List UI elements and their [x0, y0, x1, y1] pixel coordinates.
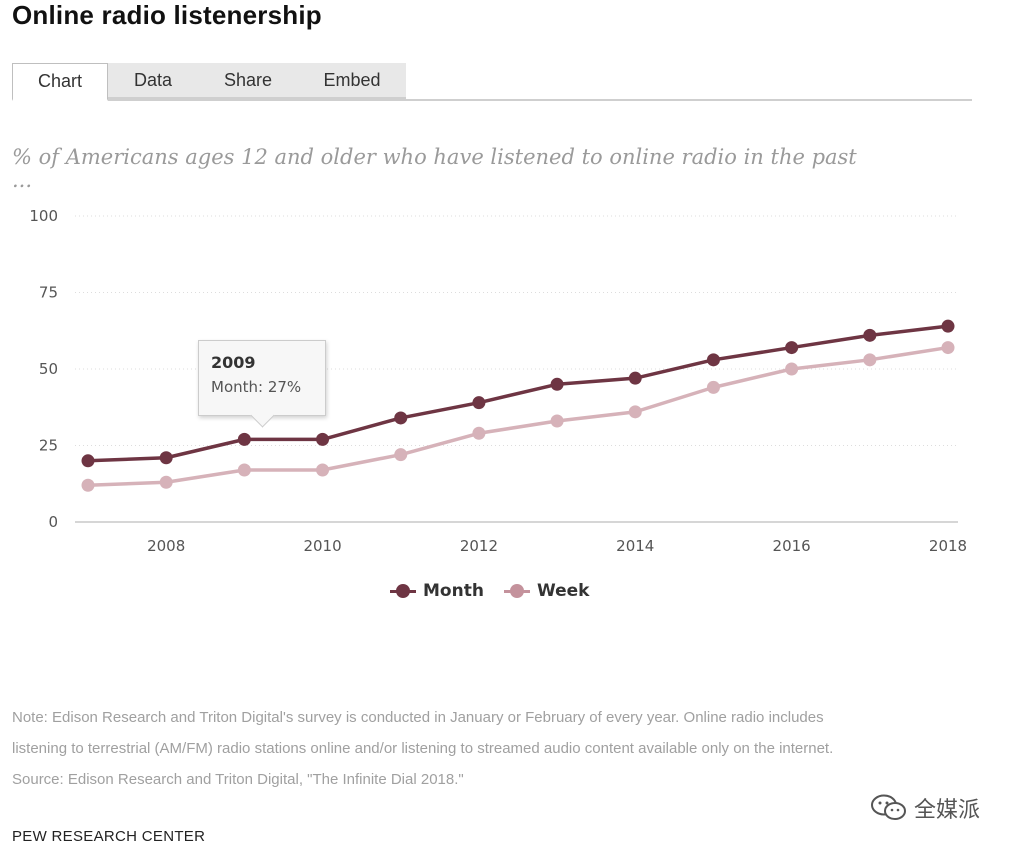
- data-point-week: [863, 353, 877, 367]
- x-tick-label: 2010: [303, 537, 341, 555]
- data-point-month: [628, 371, 642, 385]
- legend-swatch-week: [503, 584, 530, 598]
- tab-embed[interactable]: Embed: [298, 63, 406, 99]
- x-tick-label: 2012: [460, 537, 498, 555]
- footer-credit: PEW RESEARCH CENTER: [12, 828, 206, 845]
- data-point-month: [863, 328, 877, 342]
- data-point-week: [237, 463, 251, 477]
- y-tick-label: 0: [48, 513, 58, 531]
- tooltip-value: Month: 27%: [211, 378, 302, 396]
- data-point-week: [941, 341, 955, 355]
- x-tick-label: 2014: [616, 537, 654, 555]
- x-tick-label: 2008: [147, 537, 185, 555]
- source-line: Source: Edison Research and Triton Digit…: [12, 771, 464, 788]
- data-point-month: [316, 432, 330, 446]
- x-tick-label: 2018: [929, 537, 967, 555]
- data-point-week: [394, 448, 408, 462]
- data-point-month: [472, 396, 486, 410]
- watermark: 全媒派: [870, 792, 980, 824]
- data-point-month: [550, 377, 564, 391]
- data-point-month: [941, 319, 955, 333]
- data-point-week: [706, 380, 720, 394]
- data-point-week: [628, 405, 642, 419]
- x-tick-label: 2016: [773, 537, 811, 555]
- chart-title: Online radio listenership: [12, 0, 322, 30]
- tab-bar: Chart Data Share Embed: [12, 63, 972, 101]
- y-tick-label: 75: [39, 284, 58, 302]
- legend-item-month[interactable]: Month: [390, 581, 484, 601]
- data-point-month: [394, 411, 408, 425]
- chart-subtitle: % of Americans ages 12 and older who hav…: [12, 142, 912, 192]
- tab-bar-divider: [12, 99, 972, 101]
- tooltip-year: 2009: [211, 353, 256, 372]
- tab-share[interactable]: Share: [198, 63, 298, 99]
- y-tick-label: 25: [39, 437, 58, 455]
- data-point-month: [159, 451, 173, 465]
- subtitle-line-2: ...: [12, 168, 33, 192]
- data-point-week: [550, 414, 564, 428]
- chart-tooltip: 2009 Month: 27%: [198, 340, 326, 428]
- data-point-week: [316, 463, 330, 477]
- legend-dot-month: [396, 584, 410, 598]
- data-point-month: [81, 454, 95, 468]
- y-tick-label: 50: [39, 360, 58, 378]
- data-point-month: [785, 341, 799, 355]
- legend-label-month: Month: [423, 581, 484, 601]
- note-line-1: Note: Edison Research and Triton Digital…: [12, 709, 824, 726]
- note-line-2: listening to terrestrial (AM/FM) radio s…: [12, 740, 834, 757]
- wechat-icon: [871, 794, 906, 820]
- data-point-month: [706, 353, 720, 367]
- data-point-week: [159, 475, 173, 489]
- data-point-week: [472, 426, 486, 440]
- chart-legend: Month Week: [390, 581, 609, 601]
- series-line-month: [87, 324, 949, 463]
- legend-dot-week: [509, 584, 524, 598]
- series-line-week: [87, 345, 949, 488]
- data-point-month: [237, 432, 251, 446]
- line-chart: 0 25 50 75 100 2008 2010 2012 2014 2016 2018: [29, 207, 967, 555]
- tab-chart[interactable]: Chart: [12, 63, 108, 101]
- chart-note: Note: Edison Research and Triton Digital…: [12, 702, 982, 795]
- data-point-week: [81, 478, 95, 492]
- data-point-week: [785, 362, 799, 376]
- legend-swatch-month: [390, 584, 416, 598]
- y-tick-label: 100: [29, 207, 58, 225]
- tab-data[interactable]: Data: [108, 63, 198, 99]
- subtitle-line-1: % of Americans ages 12 and older who hav…: [12, 145, 857, 169]
- legend-label-week: Week: [536, 581, 590, 601]
- legend-item-week[interactable]: Week: [503, 581, 590, 601]
- watermark-text: 全媒派: [914, 798, 981, 823]
